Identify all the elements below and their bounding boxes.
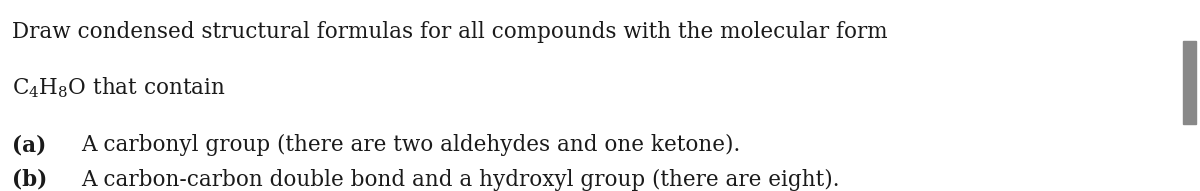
- Bar: [1183, 41, 1196, 124]
- Text: (a): (a): [12, 134, 47, 156]
- Text: A carbonyl group (there are two aldehydes and one ketone).: A carbonyl group (there are two aldehyde…: [82, 134, 740, 156]
- Text: (b): (b): [12, 168, 47, 190]
- Text: A carbon-carbon double bond and a hydroxyl group (there are eight).: A carbon-carbon double bond and a hydrox…: [82, 168, 840, 190]
- Text: $\mathregular{C_4H_8O}$ that contain: $\mathregular{C_4H_8O}$ that contain: [12, 76, 226, 100]
- Text: Draw condensed structural formulas for all compounds with the molecular form: Draw condensed structural formulas for a…: [12, 21, 888, 43]
